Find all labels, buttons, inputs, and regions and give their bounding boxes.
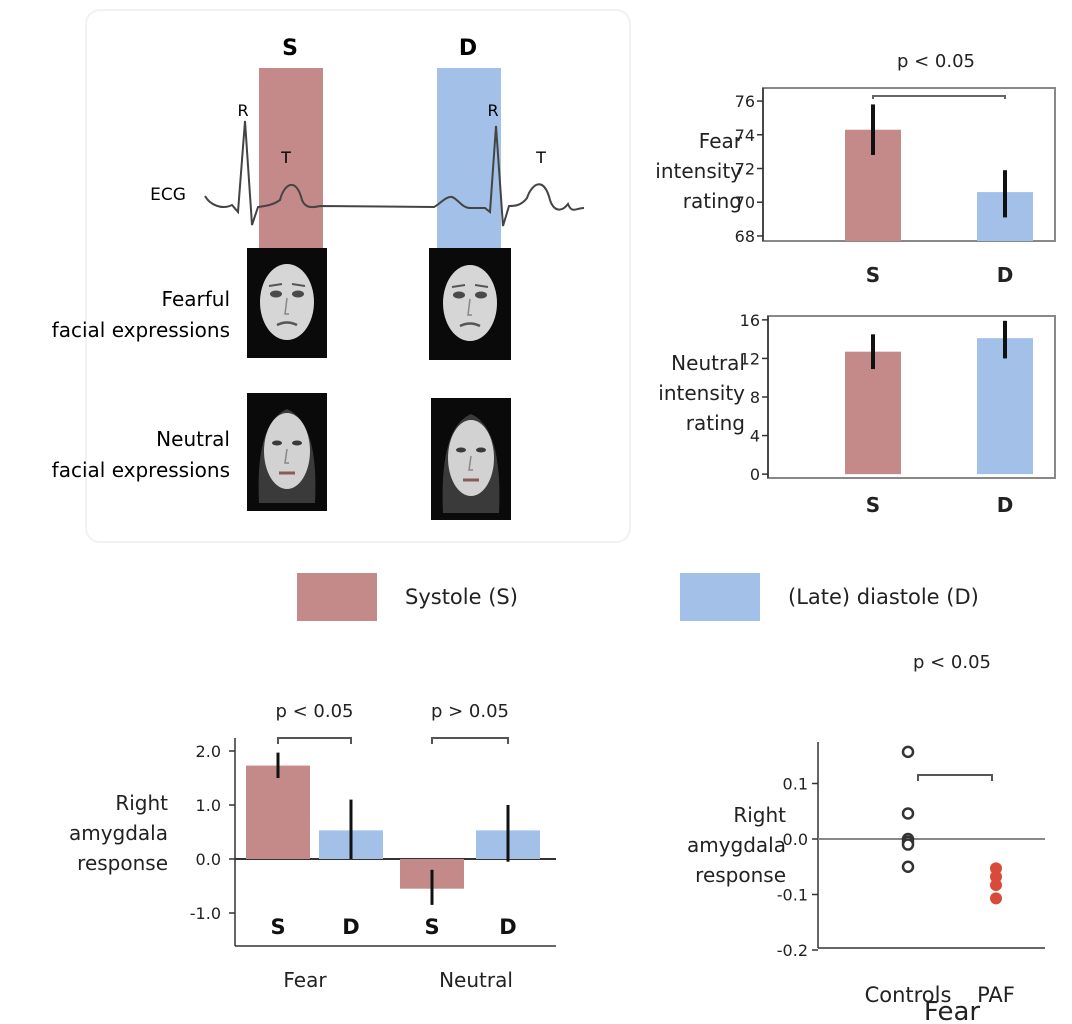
x-tick-label: D: [997, 493, 1014, 517]
fearful-label-line1: Fearful: [162, 287, 230, 311]
y-tick-label: 2.0: [196, 742, 221, 761]
y-axis-label: intensity: [655, 159, 742, 183]
y-tick-label: 16: [740, 311, 760, 330]
y-tick-label: 0.0: [783, 830, 808, 849]
r-peak-label-2: R: [487, 101, 498, 120]
significance-bracket: [431, 737, 509, 744]
y-tick-label: 74: [735, 126, 755, 145]
paf-point: [990, 870, 1002, 883]
paf-point: [990, 862, 1002, 875]
fear-intensity-chart: S D 68 70 72 74 76 p < 0.05 Fear intensity rating: [655, 51, 1056, 287]
y-axis-label: Neutral: [671, 351, 745, 375]
y-axis-label: intensity: [658, 381, 745, 405]
neutral-intensity-chart: S D 0 4 8 12 16 Neutral intensity rating: [658, 311, 1056, 517]
y-tick-label: 4: [750, 427, 760, 446]
y-axis-label: response: [695, 863, 786, 887]
bar-category-label: S: [270, 915, 285, 939]
x-axis-label: Fear: [924, 997, 980, 1024]
x-tick-label: S: [866, 263, 880, 287]
diastole-swatch: [680, 573, 760, 621]
fearful-face-icon: [247, 248, 327, 358]
x-tick-label: S: [866, 493, 880, 517]
significance-annotation: p < 0.05: [897, 51, 975, 72]
neutral-label-line1: Neutral: [156, 427, 230, 451]
y-axis-label: amygdala: [687, 833, 786, 857]
legend-diastole: (Late) diastole (D): [680, 573, 979, 621]
y-axis-label: Right: [733, 803, 786, 827]
significance-annotation: p < 0.05: [275, 701, 353, 722]
diastole-letter: D: [459, 36, 477, 61]
t-wave-label-2: T: [535, 148, 546, 167]
group-label-fear: Fear: [283, 968, 327, 992]
amygdala-condition-chart: S D S D 2.0 1.0 0.0 -1.0 p < 0.05 p > 0.05 Fear Neu…: [69, 701, 556, 992]
x-tick-label: PAF: [977, 983, 1015, 1007]
paf-point: [990, 892, 1002, 905]
legend-systole: Systole (S): [297, 573, 518, 621]
systole-legend-label: Systole (S): [405, 585, 518, 609]
x-tick-label: Controls: [865, 983, 952, 1007]
y-tick-label: 70: [735, 193, 755, 212]
y-axis-label: amygdala: [69, 821, 168, 845]
y-tick-label: -0.2: [777, 941, 808, 960]
significance-annotation: p > 0.05: [431, 701, 509, 722]
controls-point: [901, 807, 915, 820]
significance-bracket: [872, 95, 1006, 99]
diastole-band: [437, 68, 501, 253]
y-tick-label: 76: [735, 92, 755, 111]
bar-category-label: D: [499, 915, 516, 939]
significance-bracket: [277, 737, 352, 744]
y-axis-label: Fear: [699, 129, 743, 153]
paf-point: [990, 879, 1002, 892]
y-tick-label: 0.0: [196, 850, 221, 869]
fearful-face-icon: [429, 248, 511, 360]
y-axis-label: rating: [683, 189, 742, 213]
bar-category-label: S: [424, 915, 439, 939]
systole-swatch: [297, 573, 377, 621]
significance-annotation: p < 0.05: [913, 652, 991, 673]
controls-point: [901, 860, 915, 873]
y-tick-label: 72: [735, 160, 755, 179]
y-tick-label: 12: [740, 349, 760, 368]
y-axis-label: Right: [115, 791, 168, 815]
y-tick-label: 0.1: [783, 775, 808, 794]
r-peak-label-1: R: [237, 101, 248, 120]
y-axis-label: response: [77, 851, 168, 875]
bar-S: [845, 351, 901, 475]
neutral-face-icon: [431, 398, 511, 520]
y-tick-label: 8: [750, 388, 760, 407]
fearful-label-line2: facial expressions: [52, 318, 230, 342]
systole-letter: S: [282, 36, 298, 61]
x-tick-label: D: [997, 263, 1014, 287]
bar-D: [977, 338, 1033, 475]
controls-point: [901, 838, 915, 851]
bar-category-label: D: [342, 915, 359, 939]
y-tick-label: 68: [735, 227, 755, 246]
controls-point: [901, 745, 915, 759]
y-tick-label: -1.0: [190, 904, 221, 923]
ecg-stimulus-panel: S D ECG R T R T Fearful facial expressio…: [52, 9, 631, 543]
y-tick-label: -0.1: [777, 886, 808, 905]
diastole-legend-label: (Late) diastole (D): [788, 585, 979, 609]
group-label-neutral: Neutral: [439, 968, 513, 992]
neutral-face-icon: [247, 393, 327, 511]
bar-fear-S: [246, 765, 310, 859]
neutral-label-line2: facial expressions: [52, 458, 230, 482]
y-tick-label: 0: [750, 465, 760, 484]
y-tick-label: 1.0: [196, 796, 221, 815]
systole-band: [259, 68, 323, 253]
significance-bracket: [917, 774, 993, 781]
ecg-trace: [204, 120, 585, 227]
ecg-label: ECG: [150, 185, 186, 205]
t-wave-label-1: T: [280, 148, 291, 167]
y-axis-label: rating: [686, 411, 745, 435]
